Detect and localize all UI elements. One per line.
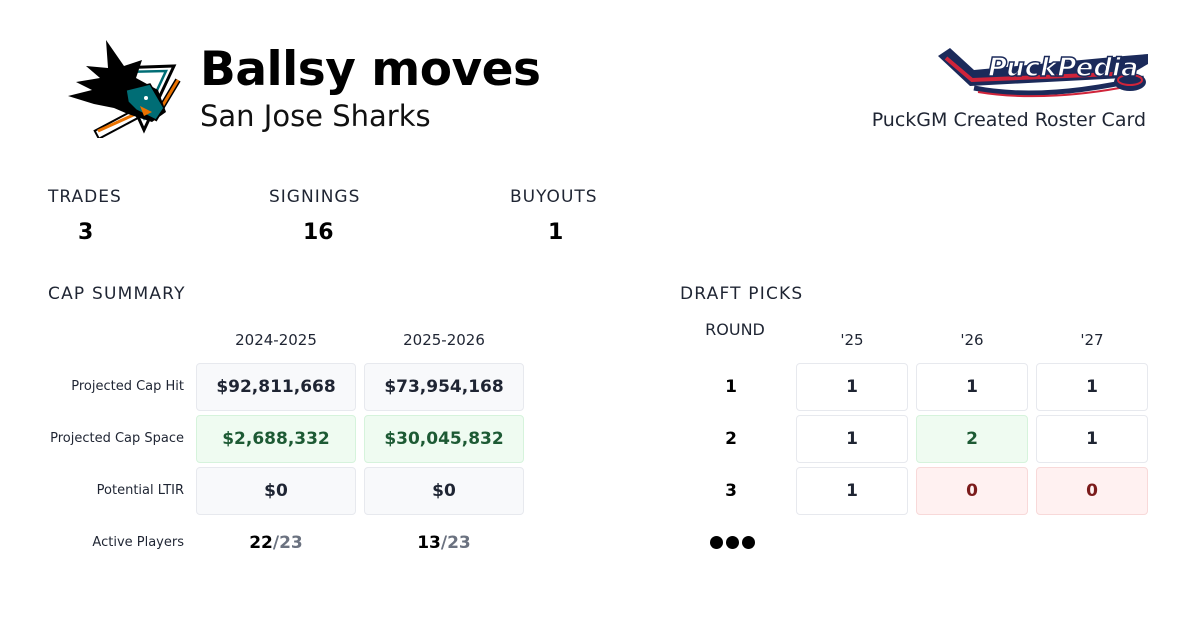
round-header: ROUND bbox=[705, 320, 765, 339]
stat-value: 16 bbox=[303, 220, 334, 245]
active-max: /23 bbox=[272, 533, 303, 553]
pick-r2-2025: 1 bbox=[796, 415, 908, 463]
stat-label: BUYOUTS bbox=[510, 187, 598, 207]
year-header: '25 bbox=[840, 331, 864, 349]
stat-trades: TRADES 3 bbox=[48, 186, 122, 245]
row-label-active-players: Active Players bbox=[92, 535, 184, 550]
stat-value: 3 bbox=[78, 220, 94, 245]
ellipsis-icon bbox=[710, 536, 755, 549]
pick-r3-2025: 1 bbox=[796, 467, 908, 515]
cap-space-2025: $30,045,832 bbox=[364, 415, 524, 463]
year-header: '26 bbox=[960, 331, 984, 349]
cap-summary-title: CAP SUMMARY bbox=[48, 284, 186, 304]
draft-picks-title: DRAFT PICKS bbox=[680, 284, 804, 304]
pick-r2-2026: 2 bbox=[916, 415, 1028, 463]
row-label-ltir: Potential LTIR bbox=[96, 483, 184, 498]
active-players-2024: 22/23 bbox=[196, 532, 356, 554]
roster-card-caption: PuckGM Created Roster Card bbox=[871, 109, 1146, 131]
team-name: San Jose Sharks bbox=[200, 99, 431, 133]
pick-r1-2027: 1 bbox=[1036, 363, 1148, 411]
stat-signings: SIGNINGS 16 bbox=[269, 186, 361, 245]
active-count: 13 bbox=[417, 533, 441, 553]
active-max: /23 bbox=[440, 533, 471, 553]
row-label-cap-hit: Projected Cap Hit bbox=[71, 379, 184, 394]
ltir-2024: $0 bbox=[196, 467, 356, 515]
round-number: 2 bbox=[725, 429, 737, 449]
cap-hit-2025: $73,954,168 bbox=[364, 363, 524, 411]
cap-hit-2024: $92,811,668 bbox=[196, 363, 356, 411]
season-header: 2025-2026 bbox=[403, 331, 485, 349]
stat-buyouts: BUYOUTS 1 bbox=[510, 186, 598, 245]
ltir-2025: $0 bbox=[364, 467, 524, 515]
pick-r3-2027: 0 bbox=[1036, 467, 1148, 515]
page-title: Ballsy moves bbox=[200, 42, 541, 97]
pick-r1-2026: 1 bbox=[916, 363, 1028, 411]
pick-r1-2025: 1 bbox=[796, 363, 908, 411]
pick-r2-2027: 1 bbox=[1036, 415, 1148, 463]
puckpedia-logo-icon: PuckPedia bbox=[938, 48, 1148, 98]
round-number: 3 bbox=[725, 481, 737, 501]
round-number: 1 bbox=[725, 377, 737, 397]
active-players-2025: 13/23 bbox=[364, 532, 524, 554]
row-label-cap-space: Projected Cap Space bbox=[50, 431, 184, 446]
stat-label: TRADES bbox=[48, 187, 122, 207]
stat-value: 1 bbox=[548, 220, 564, 245]
season-header: 2024-2025 bbox=[235, 331, 317, 349]
cap-space-2024: $2,688,332 bbox=[196, 415, 356, 463]
active-count: 22 bbox=[249, 533, 273, 553]
san-jose-sharks-logo-icon bbox=[68, 40, 181, 138]
pick-r3-2026: 0 bbox=[916, 467, 1028, 515]
stat-label: SIGNINGS bbox=[269, 187, 361, 207]
year-header: '27 bbox=[1080, 331, 1104, 349]
svg-text:PuckPedia: PuckPedia bbox=[988, 53, 1138, 83]
